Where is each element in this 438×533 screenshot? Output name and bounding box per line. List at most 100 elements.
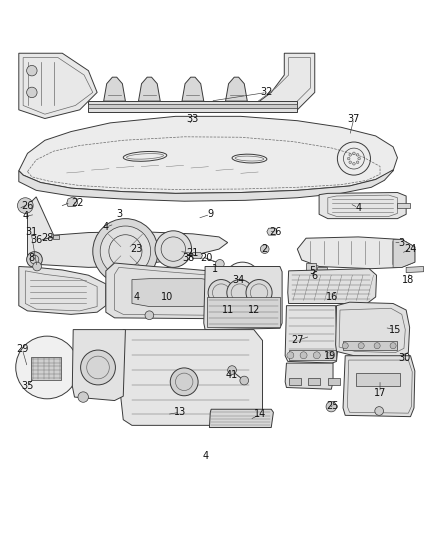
Text: 23: 23 <box>130 244 142 254</box>
Polygon shape <box>209 409 273 427</box>
Bar <box>318 266 327 274</box>
Circle shape <box>78 392 88 402</box>
Circle shape <box>349 154 352 156</box>
Circle shape <box>227 279 253 305</box>
Text: 36: 36 <box>30 236 42 245</box>
Text: 26: 26 <box>21 200 34 211</box>
Text: 9: 9 <box>207 209 213 219</box>
Text: 4: 4 <box>103 222 109 232</box>
Text: 16: 16 <box>326 292 338 302</box>
Polygon shape <box>19 266 106 314</box>
Text: 24: 24 <box>404 244 417 254</box>
Circle shape <box>81 350 116 385</box>
Text: 20: 20 <box>200 253 212 263</box>
Text: 21: 21 <box>187 248 199 259</box>
Text: 13: 13 <box>174 407 186 417</box>
Polygon shape <box>319 192 406 219</box>
Text: 4: 4 <box>203 451 209 461</box>
Text: 25: 25 <box>326 401 339 411</box>
Circle shape <box>356 154 359 156</box>
Text: 3: 3 <box>116 209 122 219</box>
Circle shape <box>33 262 42 271</box>
Text: 12: 12 <box>247 305 260 315</box>
Bar <box>328 378 340 385</box>
Text: 2: 2 <box>261 244 268 254</box>
Text: 26: 26 <box>269 227 282 237</box>
Circle shape <box>100 226 151 277</box>
Circle shape <box>170 368 198 396</box>
Circle shape <box>215 260 224 268</box>
Polygon shape <box>28 197 228 268</box>
Polygon shape <box>104 77 125 101</box>
Text: 5: 5 <box>310 266 316 276</box>
Text: 11: 11 <box>222 305 234 315</box>
Text: 34: 34 <box>233 276 245 286</box>
Circle shape <box>347 157 350 160</box>
Circle shape <box>356 161 359 164</box>
Text: 30: 30 <box>398 353 410 363</box>
Text: 41: 41 <box>226 370 238 381</box>
Text: 1: 1 <box>212 264 218 273</box>
Text: 35: 35 <box>21 381 34 391</box>
Polygon shape <box>285 363 333 389</box>
Circle shape <box>18 198 33 213</box>
Circle shape <box>16 336 78 399</box>
Polygon shape <box>19 53 97 118</box>
Polygon shape <box>267 228 277 235</box>
Circle shape <box>145 311 154 320</box>
Polygon shape <box>226 77 247 101</box>
Text: 29: 29 <box>16 344 28 354</box>
Circle shape <box>375 407 384 415</box>
Text: 15: 15 <box>389 325 402 335</box>
Circle shape <box>313 352 320 359</box>
Text: 33: 33 <box>187 114 199 124</box>
Text: 4: 4 <box>22 212 28 221</box>
Bar <box>31 357 61 379</box>
Circle shape <box>349 161 352 164</box>
Circle shape <box>353 152 355 155</box>
Polygon shape <box>106 263 254 319</box>
Polygon shape <box>191 253 202 259</box>
Bar <box>306 263 316 271</box>
Text: 4: 4 <box>355 203 361 213</box>
Bar <box>234 276 251 284</box>
Text: 17: 17 <box>374 387 386 398</box>
Bar <box>207 297 280 327</box>
Polygon shape <box>19 116 397 193</box>
Text: 18: 18 <box>402 274 414 285</box>
Bar <box>343 341 397 350</box>
Polygon shape <box>288 269 377 303</box>
Circle shape <box>390 343 396 349</box>
Text: 19: 19 <box>324 351 336 361</box>
Bar <box>356 373 399 386</box>
Text: 38: 38 <box>182 253 194 263</box>
Circle shape <box>27 66 37 76</box>
Bar <box>53 235 59 239</box>
Bar <box>289 351 336 360</box>
Polygon shape <box>406 266 424 272</box>
Polygon shape <box>254 53 315 110</box>
Circle shape <box>326 352 333 359</box>
Circle shape <box>155 231 191 268</box>
Polygon shape <box>343 356 415 417</box>
Circle shape <box>246 279 272 305</box>
Polygon shape <box>393 239 415 268</box>
Polygon shape <box>72 329 125 400</box>
Circle shape <box>326 401 336 412</box>
Circle shape <box>240 376 249 385</box>
Polygon shape <box>138 77 160 101</box>
Polygon shape <box>182 77 204 101</box>
Circle shape <box>27 252 42 268</box>
Polygon shape <box>67 197 78 206</box>
Circle shape <box>358 157 360 160</box>
Text: 28: 28 <box>41 233 53 243</box>
Polygon shape <box>397 204 410 208</box>
Text: 6: 6 <box>312 271 318 281</box>
Polygon shape <box>297 237 415 269</box>
Text: 14: 14 <box>254 409 266 419</box>
Circle shape <box>260 245 269 254</box>
Text: 32: 32 <box>261 87 273 98</box>
Text: 37: 37 <box>348 114 360 124</box>
Bar <box>88 104 297 108</box>
Polygon shape <box>285 305 337 363</box>
